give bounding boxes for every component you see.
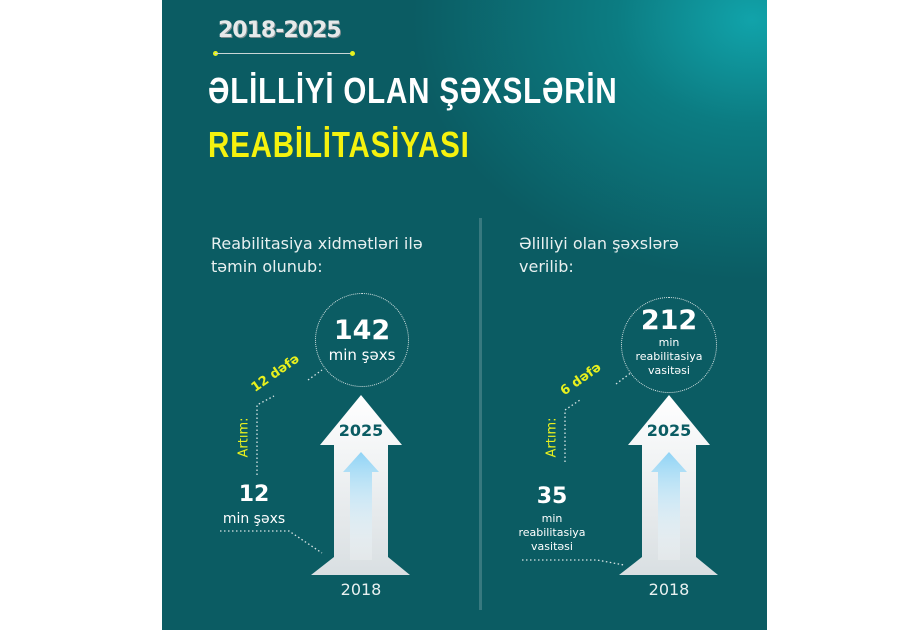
left-growth-label: Artım: [236,417,252,458]
right-unit-2025-line2: reabilitasiya [635,350,703,363]
right-unit-2018-line3: vasitəsi [531,540,573,553]
left-value-2025: 142 [333,315,391,346]
right-lead-line1: Əlilliyi olan şəxslərə [519,234,679,253]
right-lead-line2: verilib: [519,257,574,276]
left-unit-2025: min şəxs [328,346,396,364]
title-line2: REABİLİTASİYASI [208,124,470,165]
right-growth-label: Artım: [544,417,560,458]
right-2018-value: 35 min reabilitasiya vasitəsi [507,482,597,554]
left-lead-line1: Reabilitasiya xidmətləri ilə [211,234,423,253]
left-arrow-year: 2025 [338,421,384,440]
underline-decoration [215,53,351,54]
arrows-graphic [220,369,718,575]
left-unit-2018: min şəxs [222,511,286,527]
right-2025-circle: 212 min reabilitasiya vasitəsi [621,297,717,393]
arrow-right [619,395,718,575]
right-value-2025: 212 [640,305,698,336]
left-2018-value: 12 min şəxs [214,480,294,528]
right-value-2018: 35 [536,484,568,509]
right-arrow-year: 2025 [646,421,692,440]
dotted-connectors [220,369,633,566]
arrow-left [311,395,410,575]
dot-decoration [350,51,355,56]
right-unit-2018-line2: reabilitasiya [518,526,586,539]
right-unit-2018-line1: min [541,512,563,525]
right-unit-2025-line3: vasitəsi [648,364,690,377]
right-lead: Əlilliyi olan şəxslərə verilib: [519,232,679,278]
title-line1: ƏLİLLİYİ OLAN ŞƏXSLƏRİN [208,70,618,111]
left-2025-circle: 142 min şəxs [315,293,409,387]
year-range: 2018-2025 [218,18,342,43]
right-unit-2025-line1: min [658,336,680,349]
left-value-2018: 12 [238,482,270,507]
left-base-year: 2018 [340,580,382,599]
right-base-year: 2018 [648,580,690,599]
left-lead-line2: təmin olunub: [211,257,323,276]
left-lead: Reabilitasiya xidmətləri ilə təmin olunu… [211,232,423,278]
divider [479,218,482,610]
infographic-panel: 2018-2025 ƏLİLLİYİ OLAN ŞƏXSLƏRİN REABİL… [162,0,767,630]
